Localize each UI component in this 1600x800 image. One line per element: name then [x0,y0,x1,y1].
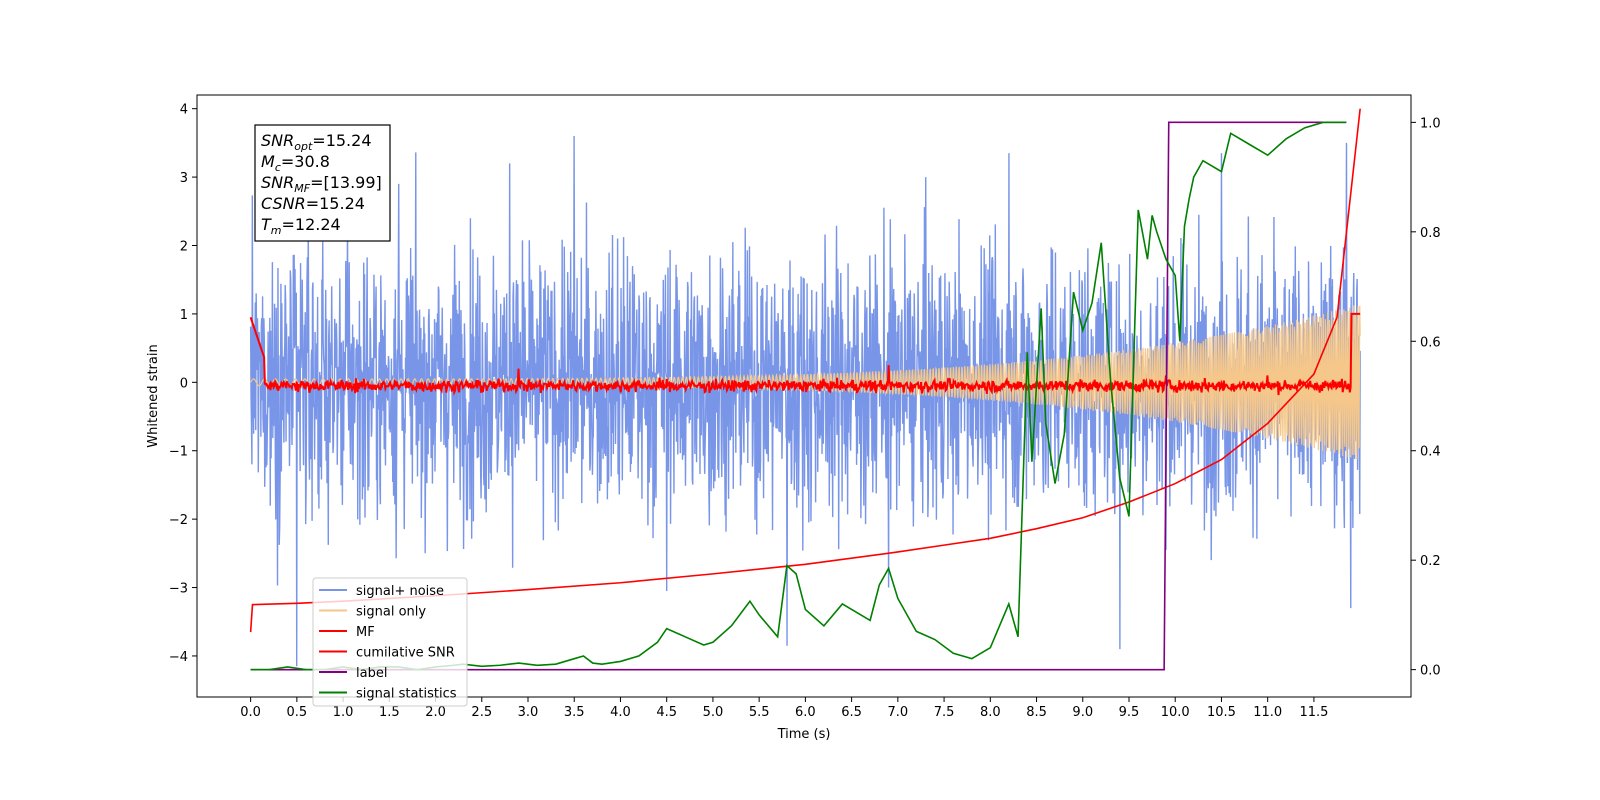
y2-tick-label: 0.2 [1420,554,1441,569]
y2-tick-label: 0.0 [1420,664,1441,679]
x-tick-label: 4.0 [610,705,631,720]
y2-tick-label: 0.4 [1420,445,1441,460]
legend-entry: cumilative SNR [356,646,455,661]
stats-value: =30.8 [281,152,330,171]
stats-value: =12.24 [282,215,341,234]
stats-line: Mc=30.8 [261,152,330,174]
stats-line: SNRopt=15.24 [261,131,372,153]
x-tick-label: 11.5 [1299,705,1328,720]
stats-symbol: CSNR [261,194,306,213]
x-tick-label: 2.5 [471,705,492,720]
x-tick-label: 7.0 [888,705,909,720]
legend-frame [312,577,468,707]
x-tick-label: 1.0 [333,705,354,720]
x-tick-label: 6.0 [795,705,816,720]
legend-entry: signal statistics [356,687,457,702]
y-axis-ticks: 4 3 2 1 0 −1 −2 −3 −4 [169,103,197,665]
series-signal-statistics [250,121,1347,671]
y2-tick-label: 0.8 [1420,226,1441,241]
x-tick-label: 3.0 [518,705,539,720]
x-tick-label: 9.0 [1072,705,1093,720]
stats-symbol: M [261,152,275,171]
y-tick-label: 0 [180,376,188,391]
mf-line [249,312,1361,396]
signal-statistics-line [250,121,1347,671]
stats-value: =15.24 [306,194,365,213]
y-tick-label: −3 [169,582,188,597]
stats-line: CSNR=15.24 [261,194,365,213]
legend-entry: label [356,666,387,681]
x-tick-label: 0.5 [287,705,308,720]
x-tick-label: 2.0 [425,705,446,720]
x-tick-label: 5.0 [703,705,724,720]
x-tick-label: 10.0 [1161,705,1190,720]
stats-subscript: m [271,224,282,237]
stats-symbol: T [261,215,272,234]
y-tick-label: 2 [180,240,188,255]
y2-tick-label: 1.0 [1420,116,1441,131]
stats-line: Tm=12.24 [261,215,341,237]
x-tick-label: 7.5 [934,705,955,720]
stats-box-frame [254,124,391,242]
y-tick-label: 3 [180,171,188,186]
legend-entry: MF [356,625,375,640]
stats-symbol: SNR [261,173,294,192]
x-tick-label: 3.5 [564,705,585,720]
label-line [250,121,1347,671]
x-tick-label: 5.5 [749,705,770,720]
y-axis-label: Whitened strain [146,344,161,447]
stats-value: =15.24 [312,131,371,150]
x-tick-label: 1.5 [379,705,400,720]
stats-annotation-box: SNRopt=15.24Mc=30.8SNRMF=[13.99]CSNR=15.… [254,124,391,242]
y2-tick-label: 0.6 [1420,335,1441,350]
x-axis-ticks: 0.0 0.5 1.0 1.5 2.0 2.5 3.0 3.5 4.0 4.5 5.0 5.5 6.0 6… [240,697,1328,720]
stats-subscript: c [275,161,281,174]
stats-symbol: SNR [261,131,294,150]
x-tick-label: 8.0 [980,705,1001,720]
series-label [250,121,1347,671]
x-tick-label: 10.5 [1207,705,1236,720]
y-tick-label: −2 [169,513,188,528]
y-tick-label: −4 [169,650,188,665]
stats-value: =[13.99] [310,173,382,192]
x-axis-label: Time (s) [777,727,831,742]
legend: signal+ noise signal only MF cumilative SNR… [312,577,468,707]
x-tick-label: 6.5 [841,705,862,720]
x-tick-label: 4.5 [656,705,677,720]
y-tick-label: 1 [180,308,188,323]
stats-line: SNRMF=[13.99] [261,173,382,195]
series-mf [249,312,1361,396]
x-tick-label: 11.0 [1253,705,1282,720]
legend-entry: signal only [356,605,426,620]
y-tick-label: 4 [180,103,188,118]
y2-axis-ticks: 1.0 0.8 0.6 0.4 0.2 0.0 [1411,116,1441,679]
stats-subscript: MF [294,182,310,195]
y-tick-label: −1 [169,445,188,460]
x-tick-label: 8.5 [1026,705,1047,720]
plot-frame [196,94,1412,698]
stats-subscript: opt [294,140,313,153]
x-tick-label: 0.0 [240,705,261,720]
legend-entry: signal+ noise [356,584,444,599]
x-tick-label: 9.5 [1119,705,1140,720]
